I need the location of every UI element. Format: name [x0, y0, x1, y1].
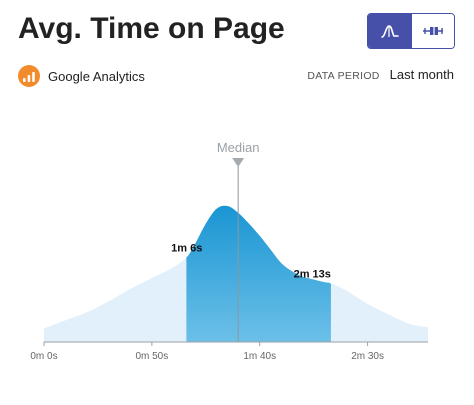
x-tick-label: 2m 30s [351, 351, 384, 362]
data-period-label: DATA PERIOD [307, 70, 380, 82]
distribution-view-button[interactable] [368, 14, 411, 48]
data-period-value[interactable]: Last month [389, 67, 454, 82]
box-plot-icon [423, 27, 443, 35]
chart-view-toggle [367, 13, 455, 49]
band-label-start: 1m 6s [171, 243, 202, 255]
data-source-label: Google Analytics [48, 68, 145, 84]
boxplot-view-button[interactable] [411, 14, 454, 48]
x-tick-label: 0m 0s [30, 351, 57, 362]
highlight-band [186, 205, 331, 342]
x-tick-label: 0m 50s [135, 351, 168, 362]
data-period: DATA PERIOD Last month [307, 67, 454, 82]
median-label: Median [217, 140, 260, 155]
median-marker [232, 158, 245, 167]
distribution-curve-icon [380, 25, 399, 38]
band-label-end: 2m 13s [294, 269, 331, 281]
time-distribution-chart: Median 1m 6s 2m 13s 0m 0s 0m 50s 1m 40s 2m 30s [30, 140, 428, 362]
header: Avg. Time on Page Googl [0, 0, 474, 100]
x-tick-label: 1m 40s [243, 351, 276, 362]
data-source: Google Analytics [18, 64, 145, 88]
google-analytics-icon [18, 65, 40, 87]
page-title: Avg. Time on Page [18, 12, 285, 45]
